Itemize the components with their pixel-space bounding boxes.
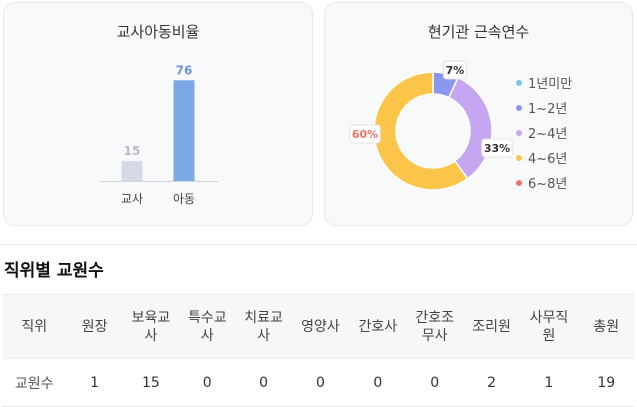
table-cell: 0 — [406, 358, 463, 407]
ratio-bar-chart: 15 교사 76 아동 — [100, 63, 218, 206]
bar-value-label-0: 15 — [124, 144, 141, 158]
column-header: 사무직원 — [520, 294, 578, 359]
table-header-row: 직위 원장 보육교사 특수교사 치료교사 영양사 간호사 간호조무사 조리원 사무직원 총원 — [2, 294, 635, 359]
donut-data-label-2: 60% — [352, 128, 378, 141]
table-cell: 1 — [520, 358, 578, 407]
legend-item: 1년미만 — [516, 70, 572, 95]
legend-dot — [516, 129, 522, 136]
staff-by-position-table: 직위 원장 보육교사 특수교사 치료교사 영양사 간호사 간호조무사 조리원 사무직원 총원 교원수… — [2, 294, 635, 407]
bar-0 — [121, 161, 143, 181]
column-header: 조리원 — [462, 294, 521, 359]
column-header: 영양사 — [291, 294, 350, 359]
legend-item: 1~2년 — [516, 95, 572, 120]
teacher-child-ratio-card: 교사아동비율 15 교사 76 아동 — [3, 2, 313, 226]
bar-1 — [173, 80, 195, 181]
column-header: 특수교사 — [179, 294, 236, 359]
ratio-card-title: 교사아동비율 — [116, 23, 200, 41]
tenure-donut-chart: 7% 33% 60% — [349, 60, 513, 191]
legend-dot — [516, 179, 522, 186]
table-cell: 0 — [291, 358, 350, 407]
table-cell: 0 — [179, 358, 236, 407]
table-cell: 1 — [66, 358, 123, 407]
legend-item: 4~6년 — [516, 145, 572, 170]
legend-label: 2~4년 — [528, 127, 568, 142]
legend-dot — [516, 154, 522, 161]
table-cell: 2 — [462, 358, 521, 407]
donut-data-label-1: 33% — [484, 142, 510, 155]
tenure-legend: 1년미만 1~2년 2~4년 4~6년 6~8년 — [516, 70, 572, 195]
bar-category-label-0: 교사 — [121, 192, 143, 206]
tenure-card-title: 현기관 근속연수 — [427, 23, 530, 41]
donut-slice-3 — [373, 71, 469, 191]
bar-category-label-1: 아동 — [173, 192, 195, 206]
donut-label-box-0 — [443, 60, 467, 80]
column-header: 치료교사 — [235, 294, 292, 359]
legend-label: 4~6년 — [528, 152, 568, 167]
legend-item: 2~4년 — [516, 120, 572, 145]
legend-label: 1년미만 — [528, 77, 573, 92]
legend-dot — [516, 79, 522, 86]
column-header: 간호사 — [349, 294, 407, 359]
header-position: 직위 — [2, 294, 67, 359]
donut-label-box-1 — [481, 138, 513, 158]
section-divider — [0, 244, 637, 245]
table-row: 교원수 1 15 0 0 0 0 0 2 1 19 — [2, 358, 635, 407]
table-cell: 15 — [122, 358, 180, 407]
column-header: 간호조무사 — [406, 294, 463, 359]
legend-dot — [516, 104, 522, 111]
table-cell: 0 — [349, 358, 407, 407]
legend-label: 6~8년 — [528, 177, 568, 192]
row-label: 교원수 — [2, 358, 67, 407]
bar-value-label-1: 76 — [176, 63, 193, 77]
legend-label: 1~2년 — [528, 102, 568, 117]
donut-label-box-2 — [349, 124, 381, 144]
legend-item: 6~8년 — [516, 170, 572, 195]
column-header: 원장 — [66, 294, 123, 359]
donut-data-label-0: 7% — [446, 64, 465, 77]
tenure-card: 현기관 근속연수 — [324, 2, 633, 226]
column-header: 보육교사 — [122, 294, 180, 359]
column-header: 총원 — [577, 294, 635, 359]
table-cell: 0 — [235, 358, 292, 407]
section-title: 직위별 교원수 — [4, 261, 104, 281]
table-cell: 19 — [577, 358, 635, 407]
